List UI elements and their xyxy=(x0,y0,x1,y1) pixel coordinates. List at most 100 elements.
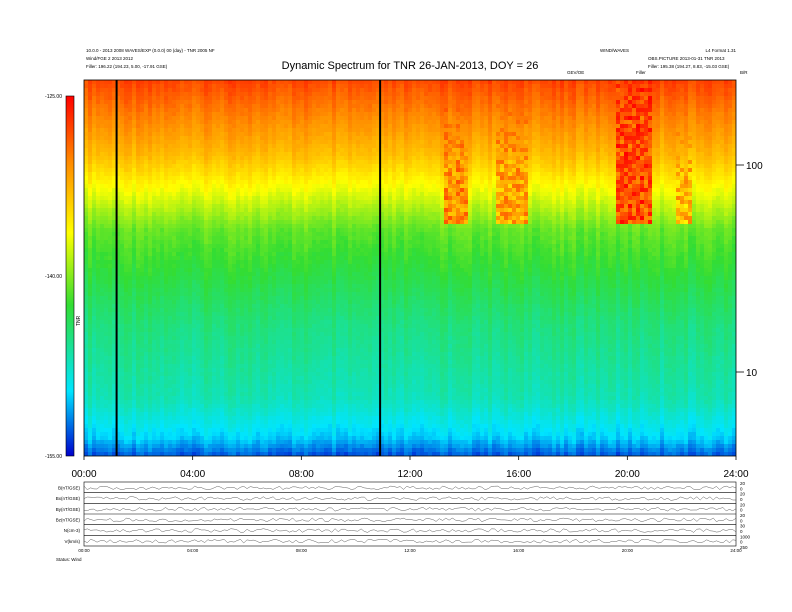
spectrogram-cell xyxy=(104,88,109,93)
spectrogram-cell xyxy=(232,324,237,329)
spectrogram-cell xyxy=(196,432,201,437)
spectrogram-cell xyxy=(172,424,177,429)
spectrogram-cell xyxy=(128,412,133,417)
spectrogram-cell xyxy=(184,324,189,329)
spectrogram-cell xyxy=(220,236,225,241)
spectrogram-cell xyxy=(244,188,249,193)
spectrogram-cell xyxy=(108,300,113,305)
spectrogram-cell xyxy=(208,412,213,417)
spectrogram-cell xyxy=(176,152,181,157)
spectrogram-cell xyxy=(280,180,285,185)
spectrogram-cell xyxy=(240,172,245,177)
spectrogram-cell xyxy=(240,296,245,301)
spectrogram-cell xyxy=(100,360,105,365)
spectrogram-cell xyxy=(288,228,293,233)
spectrogram-cell xyxy=(104,292,109,297)
spectrogram-cell xyxy=(280,256,285,261)
spectrogram-cell xyxy=(176,328,181,333)
spectrogram-cell xyxy=(156,340,161,345)
spectrogram-cell xyxy=(240,308,245,313)
spectrogram-cell xyxy=(144,256,149,261)
spectrogram-cell xyxy=(84,152,89,157)
spectrogram-cell xyxy=(228,268,233,273)
spectrogram-cell xyxy=(128,184,133,189)
spectrogram-cell xyxy=(248,84,253,89)
spectrogram-cell xyxy=(208,296,213,301)
spectrogram-cell xyxy=(160,284,165,289)
spectrogram-cell xyxy=(128,308,133,313)
spectrogram-cell xyxy=(100,192,105,197)
spectrogram-cell xyxy=(172,232,177,237)
spectrogram-cell xyxy=(264,116,269,121)
spectrogram-cell xyxy=(128,272,133,277)
spectrogram-cell xyxy=(164,348,169,353)
spectrogram-cell xyxy=(240,284,245,289)
spectrogram-cell xyxy=(100,196,105,201)
spectrogram-cell xyxy=(108,212,113,217)
spectrogram-cell xyxy=(228,128,233,133)
spectrogram-cell xyxy=(164,160,169,165)
spectrogram-cell xyxy=(224,176,229,181)
spectrogram-cell xyxy=(228,304,233,309)
spectrogram-cell xyxy=(284,124,289,129)
spectrogram-cell xyxy=(116,180,121,185)
spectrogram-cell xyxy=(184,288,189,293)
spectrogram-cell xyxy=(88,148,93,153)
spectrogram-cell xyxy=(132,436,137,441)
spectrogram-cell xyxy=(272,424,277,429)
spectrogram-cell xyxy=(108,264,113,269)
spectrogram-cell xyxy=(88,348,93,353)
spectrogram-cell xyxy=(200,304,205,309)
spectrogram-cell xyxy=(168,264,173,269)
spectrogram-cell xyxy=(156,332,161,337)
spectrogram-cell xyxy=(280,156,285,161)
spectrogram-cell xyxy=(144,380,149,385)
spectrogram-cell xyxy=(204,112,209,117)
spectrogram-cell xyxy=(180,140,185,145)
spectrogram-cell xyxy=(256,136,261,141)
spectrogram-cell xyxy=(284,436,289,441)
spectrogram-cell xyxy=(224,236,229,241)
spectrogram-cell xyxy=(260,236,265,241)
spectrogram-cell xyxy=(284,276,289,281)
spectrogram-cell xyxy=(152,344,157,349)
spectrogram-cell xyxy=(172,396,177,401)
spectrogram-cell xyxy=(280,328,285,333)
spectrogram-cell xyxy=(280,440,285,445)
spectrogram-cell xyxy=(168,400,173,405)
spectrogram-cell xyxy=(96,104,101,109)
spectrogram-cell xyxy=(212,432,217,437)
spectrogram-cell xyxy=(140,428,145,433)
spectrogram-cell xyxy=(220,292,225,297)
spectrogram-cell xyxy=(100,312,105,317)
spectrogram-cell xyxy=(212,232,217,237)
spectrogram-cell xyxy=(236,448,241,453)
spectrogram-cell xyxy=(260,84,265,89)
spectrogram-cell xyxy=(288,416,293,421)
spectrogram-cell xyxy=(112,108,117,113)
spectrogram-cell xyxy=(120,100,125,105)
spectrogram-cell xyxy=(184,448,189,453)
spectrogram-cell xyxy=(160,168,165,173)
spectrogram-cell xyxy=(192,108,197,113)
spectrogram-cell xyxy=(184,276,189,281)
spectrogram-cell xyxy=(168,176,173,181)
spectrogram-cell xyxy=(184,212,189,217)
spectrogram-cell xyxy=(216,248,221,253)
spectrogram-cell xyxy=(272,208,277,213)
spectrogram-cell xyxy=(120,192,125,197)
spectrogram-cell xyxy=(180,304,185,309)
spectrogram-cell xyxy=(100,344,105,349)
spectrogram-cell xyxy=(288,320,293,325)
spectrogram-cell xyxy=(104,152,109,157)
spectrogram-cell xyxy=(100,348,105,353)
spectrogram-cell xyxy=(184,256,189,261)
spectrogram-cell xyxy=(192,144,197,149)
spectrogram-cell xyxy=(124,204,129,209)
spectrogram-cell xyxy=(116,428,121,433)
spectrogram-cell xyxy=(128,424,133,429)
spectrogram-cell xyxy=(220,412,225,417)
spectrogram-cell xyxy=(172,408,177,413)
spectrogram-cell xyxy=(152,412,157,417)
spectrogram-cell xyxy=(272,304,277,309)
